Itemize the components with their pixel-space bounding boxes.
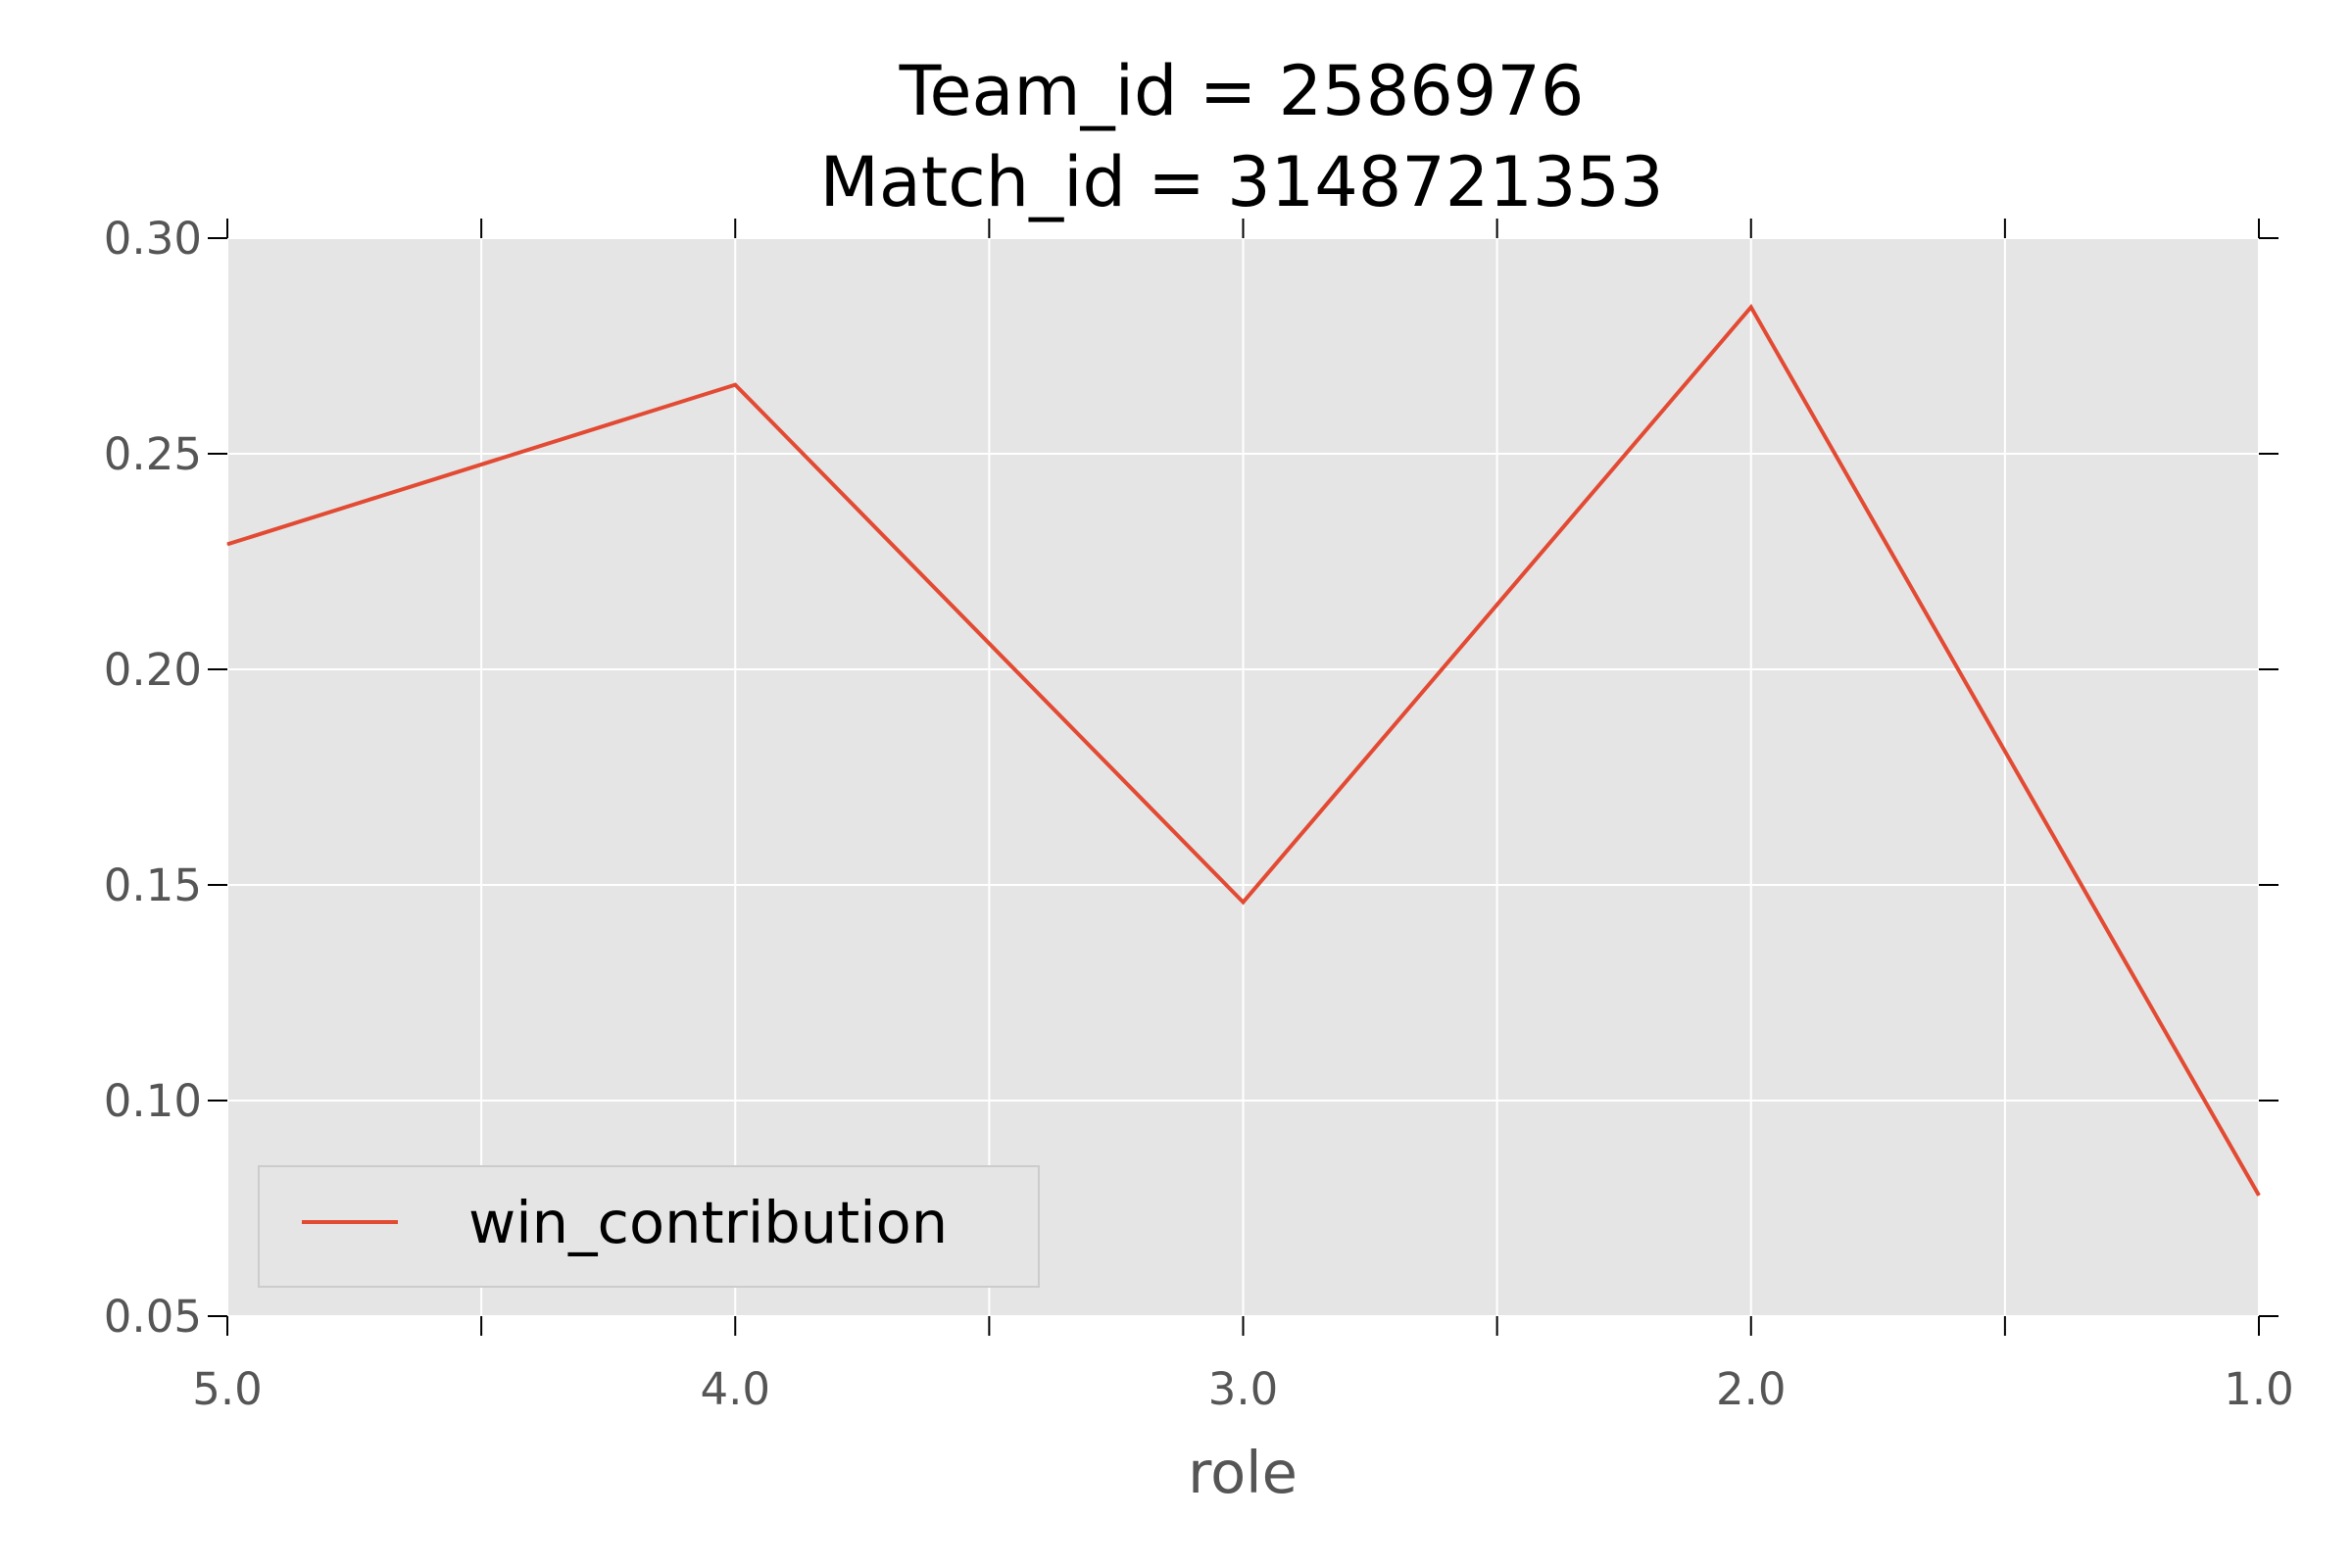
y-tick-labels: 0.05 0.10 0.15 0.20 0.25 0.30 [104, 213, 202, 1343]
chart-title: Team_id = 2586976 Match_id = 3148721353 [820, 51, 1664, 222]
y-tick-label: 0.20 [104, 644, 202, 696]
x-axis-label: role [1188, 1439, 1298, 1506]
legend-label: win_contribution [468, 1189, 948, 1256]
x-tick-label: 1.0 [2224, 1363, 2294, 1415]
x-tick-label: 3.0 [1208, 1363, 1279, 1415]
series-lines [226, 303, 2261, 1197]
chart-title-line-1: Team_id = 2586976 [899, 51, 1585, 131]
data-point [226, 543, 228, 545]
axis-ticks [208, 219, 2278, 1336]
legend-box [258, 1165, 1040, 1288]
y-tick-label: 0.10 [104, 1075, 202, 1127]
data-point [2258, 1195, 2260, 1197]
y-tick-label: 0.30 [104, 213, 202, 265]
x-tick-label: 4.0 [700, 1363, 770, 1415]
data-point [1243, 902, 1244, 904]
x-tick-label: 5.0 [192, 1363, 263, 1415]
x-tick-label: 2.0 [1716, 1363, 1787, 1415]
x-tick-labels: 5.0 4.0 3.0 2.0 1.0 [192, 1363, 2294, 1415]
data-point [734, 384, 736, 386]
y-tick-label: 0.15 [104, 859, 202, 911]
y-tick-label: 0.25 [104, 428, 202, 480]
chart-title-line-2: Match_id = 3148721353 [820, 142, 1664, 222]
data-point [1750, 306, 1752, 308]
y-tick-label: 0.05 [104, 1291, 202, 1343]
legend: win_contribution [258, 1165, 1040, 1288]
